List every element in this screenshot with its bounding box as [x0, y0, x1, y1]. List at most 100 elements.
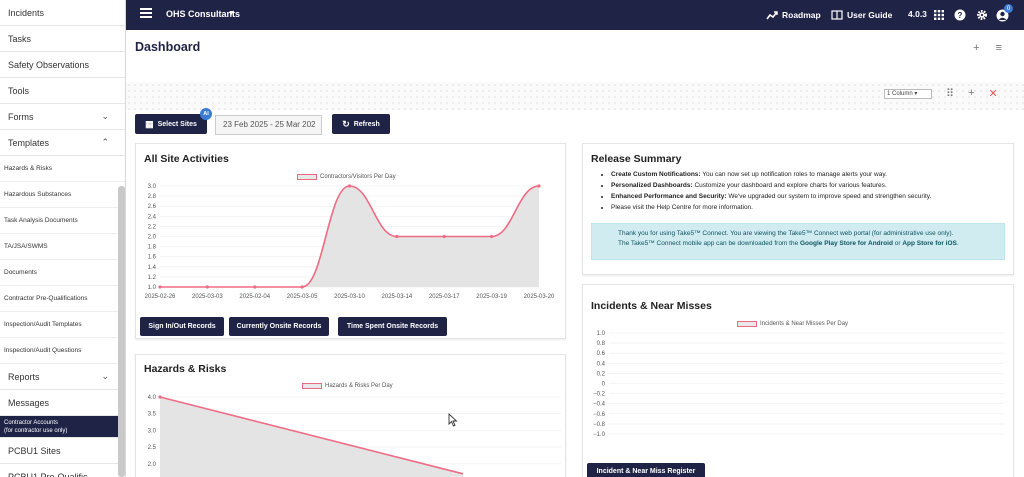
- column-layout-select[interactable]: 1 Column ▾: [884, 89, 932, 99]
- sidebar-item[interactable]: Forms ⌄: [0, 104, 125, 130]
- version-label: 4.0.3: [908, 9, 927, 19]
- release-note-heading: Create Custom Notifications:: [611, 171, 701, 178]
- sidebar-item[interactable]: Contractor Pre-Qualifications: [0, 286, 125, 312]
- apps-grid-icon[interactable]: [934, 10, 944, 20]
- user-guide-link[interactable]: User Guide: [831, 9, 892, 21]
- widget-actions: ⠿ + ✕: [946, 87, 998, 100]
- sidebar-item[interactable]: Messages: [0, 390, 125, 416]
- y-tick-label: 1.8: [148, 245, 157, 251]
- y-tick-label: 3.0: [148, 184, 157, 190]
- data-point: [300, 285, 304, 289]
- chevron-down-icon[interactable]: ⌄: [101, 111, 109, 121]
- sidebar-item[interactable]: Documents: [0, 260, 125, 286]
- sidebar-item[interactable]: Contractor Accounts (for contractor use …: [0, 416, 125, 438]
- y-tick-label: 0.2: [597, 371, 606, 377]
- select-sites-button[interactable]: ▦ Select Sites: [135, 114, 207, 134]
- chevron-up-icon[interactable]: ⌃: [101, 137, 109, 147]
- add-widget-icon[interactable]: +: [968, 87, 975, 99]
- release-note-text: Please visit the Help Centre for more in…: [611, 204, 753, 211]
- info-or: or: [892, 240, 903, 247]
- series-line: [159, 396, 464, 475]
- help-icon[interactable]: ?: [954, 9, 966, 21]
- sidebar-item-label: PCBU1 Pre-Qualific: [8, 471, 88, 477]
- caret-down-icon[interactable]: ▼: [228, 10, 235, 17]
- sidebar-item-label: Tools: [8, 85, 30, 96]
- hazards-risks-title: Hazards & Risks: [144, 363, 227, 375]
- time-spent-onsite-records-button[interactable]: Time Spent Onsite Records: [338, 317, 447, 336]
- notification-badge: 0: [1004, 4, 1013, 13]
- sidebar-item[interactable]: Inspection/Audit Questions: [0, 338, 125, 364]
- data-point: [442, 234, 446, 239]
- y-tick-label: 3.0: [148, 428, 157, 434]
- y-tick-label: −0.8: [593, 422, 606, 428]
- sidebar-item[interactable]: TA/JSA/SWMS: [0, 234, 125, 260]
- currently-onsite-label: Currently Onsite Records: [236, 323, 322, 330]
- refresh-label: Refresh: [353, 120, 380, 128]
- top-nav: OHS Consultants ▼ Roadmap User Guide 4.0…: [126, 0, 1024, 30]
- add-icon[interactable]: +: [973, 42, 980, 54]
- close-icon[interactable]: ✕: [988, 88, 998, 100]
- sidebar-item[interactable]: Safety Observations: [0, 52, 125, 78]
- y-tick-label: −0.6: [593, 412, 606, 418]
- sign-in-out-records-button[interactable]: Sign In/Out Records: [140, 317, 224, 336]
- y-tick-label: 2.2: [148, 224, 157, 230]
- sidebar-item[interactable]: Incidents: [0, 0, 125, 26]
- sidebar-item[interactable]: Reports ⌄: [0, 364, 125, 390]
- legend-swatch: [302, 383, 322, 389]
- y-tick-label: 1.0: [148, 285, 157, 291]
- sidebar-item[interactable]: Task Analysis Documents: [0, 208, 125, 234]
- info-alert: Thank you for using Take5™ Connect. You …: [591, 223, 1005, 260]
- user-guide-label: User Guide: [847, 10, 893, 20]
- menu-icon[interactable]: [140, 8, 152, 20]
- x-tick-label: 2025-03-17: [429, 294, 460, 300]
- org-selector[interactable]: OHS Consultants: [166, 9, 241, 19]
- y-tick-label: 4.0: [148, 395, 157, 401]
- release-note-heading: Personalized Dashboards:: [611, 182, 693, 189]
- incident-register-button[interactable]: Incident & Near Miss Register: [587, 463, 705, 477]
- y-tick-label: 2.0: [148, 235, 157, 241]
- building-icon: ▦: [145, 118, 154, 129]
- sidebar-item[interactable]: Templates ⌃: [0, 130, 125, 156]
- y-tick-label: 0.4: [597, 361, 606, 367]
- data-point: [158, 395, 162, 399]
- sidebar-item-label: Hazards & Risks: [4, 165, 53, 172]
- data-point: [347, 184, 352, 188]
- roadmap-link[interactable]: Roadmap: [766, 9, 821, 21]
- sidebar-item[interactable]: PCBU1 Sites: [0, 438, 125, 464]
- refresh-icon: ↻: [342, 118, 350, 129]
- google-play-link[interactable]: Google Play Store for Android: [800, 240, 893, 247]
- drag-handle-icon[interactable]: ⠿: [946, 88, 955, 100]
- date-range-input[interactable]: 23 Feb 2025 - 25 Mar 202: [215, 115, 322, 135]
- y-tick-label: 0.6: [597, 351, 606, 357]
- sidebar-item-label: Contractor Accounts (for contractor use …: [4, 419, 68, 434]
- filter-icon[interactable]: ≡: [995, 42, 1002, 54]
- info-line-1: Thank you for using Take5™ Connect. You …: [618, 230, 954, 237]
- data-point: [490, 234, 494, 239]
- sidebar-item-label: Inspection/Audit Templates: [4, 321, 82, 328]
- chevron-down-icon[interactable]: ⌄: [101, 371, 109, 381]
- data-point: [537, 184, 541, 188]
- select-sites-label: Select Sites: [157, 120, 197, 128]
- sidebar-item-label: Tasks: [8, 33, 32, 44]
- release-note-heading: Enhanced Performance and Security:: [611, 193, 727, 200]
- release-note-text: You can now set up notification roles to…: [700, 171, 887, 178]
- roadmap-label: Roadmap: [782, 10, 821, 20]
- app-store-link[interactable]: App Store for iOS: [902, 240, 957, 247]
- x-tick-label: 2025-03-10: [334, 294, 365, 300]
- sidebar-item[interactable]: Tools: [0, 78, 125, 104]
- sidebar-item-label: Incidents: [8, 7, 45, 18]
- legend-label: Contractors/Visitors Per Day: [320, 174, 396, 180]
- sidebar-item[interactable]: Tasks: [0, 26, 125, 52]
- refresh-button[interactable]: ↻ Refresh: [332, 114, 390, 134]
- y-tick-label: 1.0: [597, 331, 606, 337]
- currently-onsite-records-button[interactable]: Currently Onsite Records: [229, 317, 329, 336]
- sidebar-item[interactable]: Hazards & Risks: [0, 156, 125, 182]
- sidebar-scrollbar[interactable]: [118, 186, 125, 477]
- sidebar-item[interactable]: Hazardous Substances: [0, 182, 125, 208]
- incidents-card: [582, 284, 1014, 477]
- sidebar-item[interactable]: PCBU1 Pre-Qualific: [0, 464, 125, 477]
- settings-gear-icon[interactable]: [976, 9, 988, 21]
- sidebar-item[interactable]: Inspection/Audit Templates: [0, 312, 125, 338]
- hazards-chart: 4.0 3.5 3.0 2.5 2.0: [148, 395, 561, 477]
